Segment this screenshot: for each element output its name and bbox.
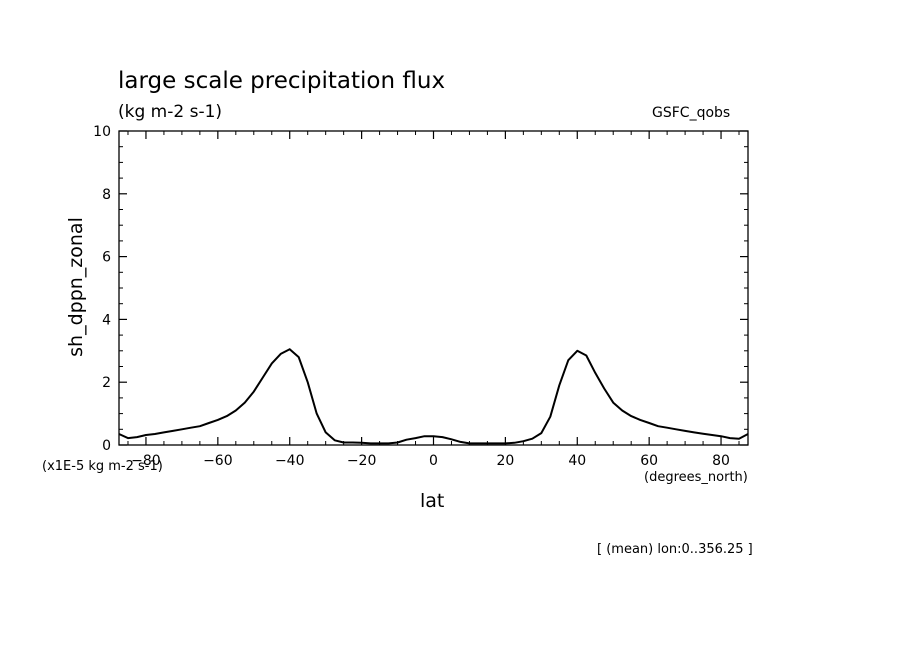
series-line [118, 348, 749, 445]
y-tick-label: 10 [93, 124, 111, 140]
chart-subtitle-units: (kg m-2 s-1) [118, 102, 223, 122]
x-tick-label: −60 [203, 453, 233, 469]
x-tick-label: −40 [275, 453, 305, 469]
x-tick-label: 40 [568, 453, 586, 469]
series-layer [118, 348, 749, 445]
x-tick-label: 60 [640, 453, 658, 469]
y-tick-label: 6 [102, 250, 111, 266]
chart-title: large scale precipitation flux [118, 68, 446, 94]
footnote: [ (mean) lon:0..356.25 ] [597, 542, 753, 557]
x-axis-units: (degrees_north) [644, 470, 748, 485]
x-tick-label: 20 [496, 453, 514, 469]
y-tick-label: 0 [102, 438, 111, 454]
y-tick-label: 2 [102, 375, 111, 391]
y-tick-label: 8 [102, 187, 111, 203]
x-axis-label: lat [420, 490, 445, 512]
x-tick-label: −80 [131, 453, 161, 469]
source-label: GSFC_qobs [652, 105, 731, 121]
x-tick-label: 0 [429, 453, 438, 469]
x-tick-label: −20 [347, 453, 377, 469]
y-tick-label: 4 [102, 312, 111, 328]
axes: −80 −60 −40 −20 0 20 40 60 80 0 2 4 6 8 10 [93, 124, 749, 469]
y-axis-units: (x1E-5 kg m-2 s-1) [42, 459, 163, 474]
plot-frame [118, 130, 749, 446]
x-tick-label: 80 [712, 453, 730, 469]
